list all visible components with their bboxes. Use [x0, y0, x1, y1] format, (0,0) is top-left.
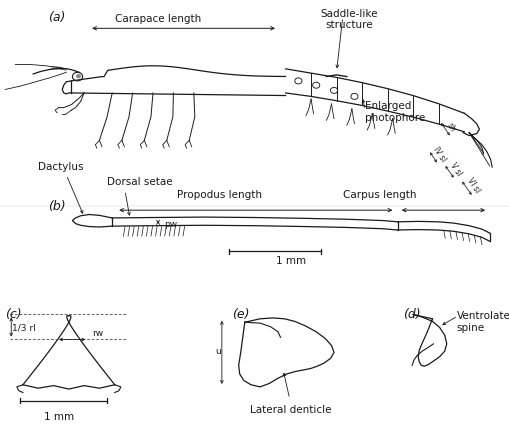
Text: IV sl: IV sl: [431, 145, 447, 164]
Text: rw: rw: [92, 329, 103, 338]
Text: Ventrolateral
spine: Ventrolateral spine: [456, 310, 509, 332]
Text: (c): (c): [5, 307, 22, 320]
Text: Carpus length: Carpus length: [343, 190, 416, 200]
Text: Propodus length: Propodus length: [177, 190, 261, 200]
Text: Carapace length: Carapace length: [115, 14, 201, 24]
Text: VI sl: VI sl: [464, 176, 480, 194]
Text: V sl: V sl: [447, 161, 463, 177]
Text: 1 mm: 1 mm: [275, 256, 305, 266]
Circle shape: [76, 75, 81, 79]
Text: 1 mm: 1 mm: [43, 411, 74, 421]
Text: (e): (e): [232, 307, 249, 320]
Text: Lateral denticle: Lateral denticle: [249, 404, 331, 414]
Text: sh: sh: [443, 121, 456, 133]
Text: Saddle-like
structure: Saddle-like structure: [320, 9, 377, 30]
Text: Dorsal setae: Dorsal setae: [107, 177, 173, 187]
Text: (b): (b): [48, 200, 66, 213]
Text: u: u: [214, 346, 220, 355]
Text: pw: pw: [164, 219, 177, 228]
Text: (d): (d): [402, 307, 420, 320]
Text: 1/3 rl: 1/3 rl: [12, 323, 36, 332]
Text: (a): (a): [48, 11, 66, 24]
Text: Dactylus: Dactylus: [38, 162, 83, 172]
Text: Enlarged
photophore: Enlarged photophore: [364, 101, 424, 123]
